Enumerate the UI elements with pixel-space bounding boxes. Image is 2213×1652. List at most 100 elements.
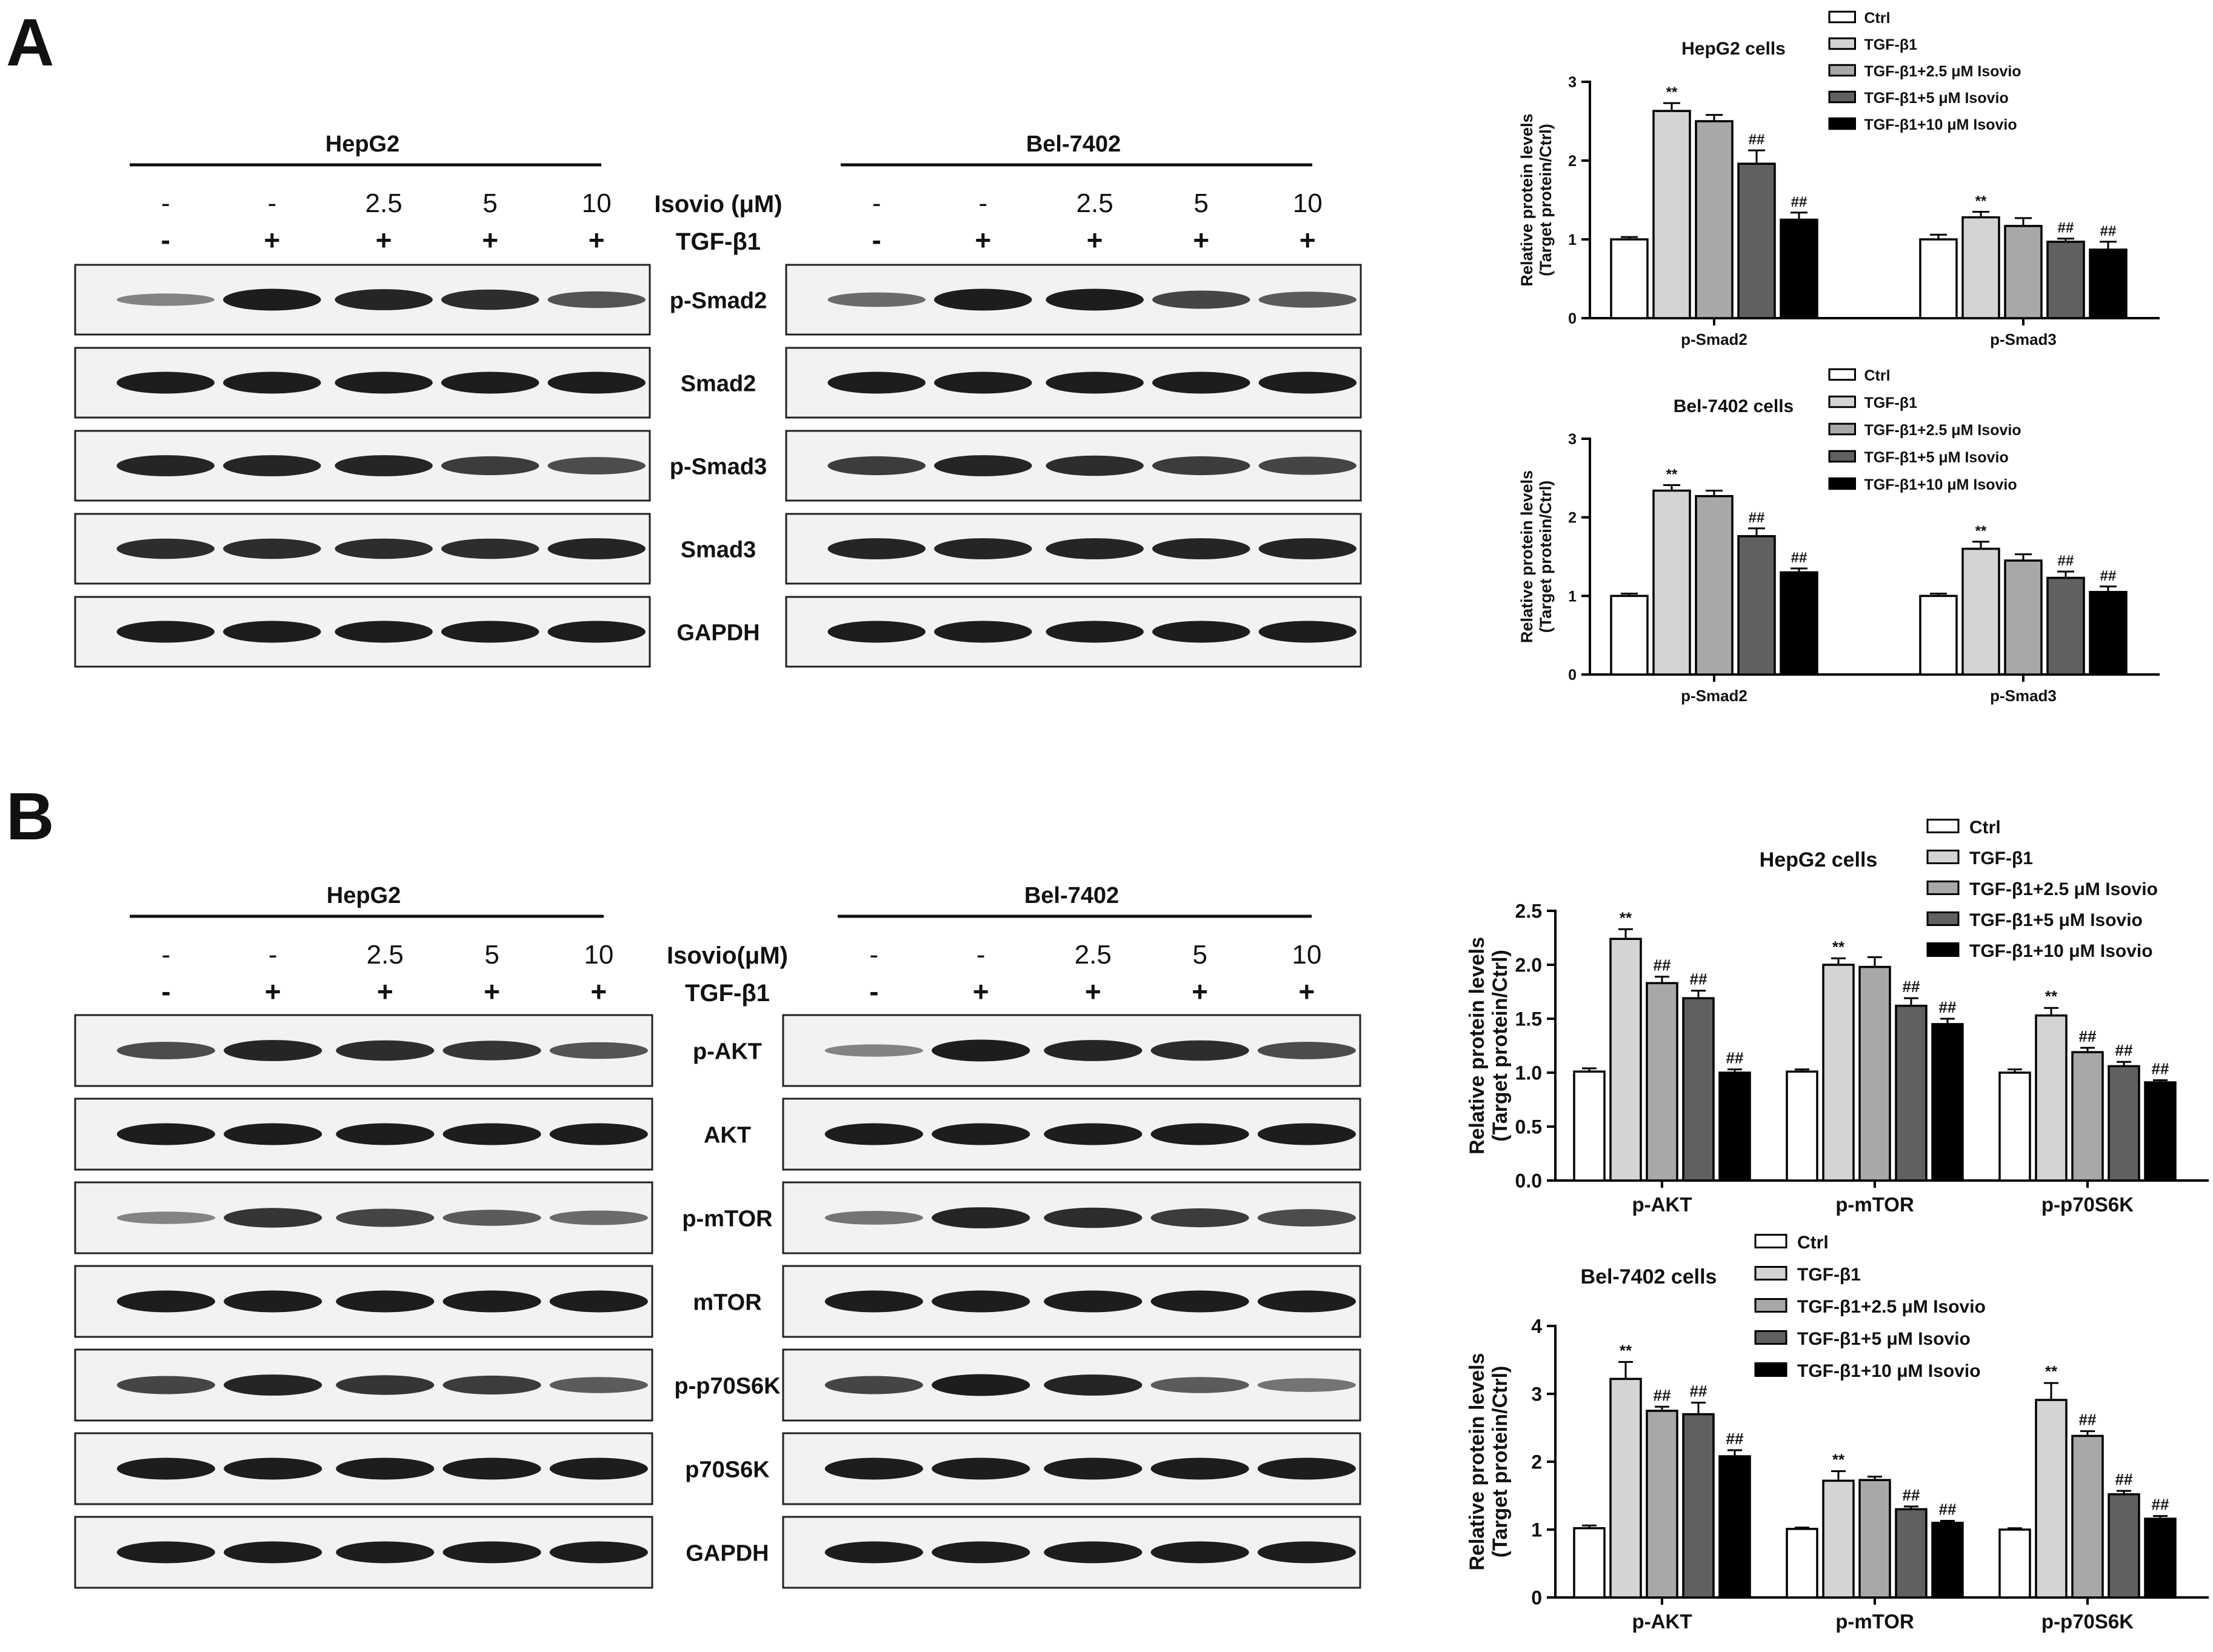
bar (1961, 547, 2000, 676)
category-label: p-Smad3 (1990, 687, 2057, 705)
panel-b-tgf-value-1-3: + (1192, 976, 1208, 1007)
bar (1695, 120, 1734, 319)
bar (1718, 1071, 1751, 1182)
y-tick-label: 3 (1531, 1384, 1542, 1405)
significance-mark: ## (1939, 1500, 1957, 1518)
panel-a-blot-strip-1-1 (785, 347, 1362, 419)
legend-label: TGF-β1+2.5 μM Isovio (1797, 1297, 1986, 1317)
protein-band (223, 371, 321, 394)
category-label: p-mTOR (1835, 1193, 1914, 1216)
y-tick-label: 2.5 (1515, 901, 1542, 922)
bar (1652, 110, 1691, 319)
protein-band (934, 621, 1032, 643)
bar-chart-0: HepG2 cells Ctrl TGF-β1 TGF-β1+2.5 μM Isovi… (1518, 10, 2160, 348)
bar (1573, 1070, 1606, 1182)
panel-a-blot-strip-1-2 (785, 430, 1362, 502)
panel-a-blot-strip-0-2 (74, 430, 651, 502)
panel-b-blot-strip-1-1 (782, 1097, 1361, 1171)
protein-band (549, 1042, 648, 1059)
chart-title: Bel-7402 cells (1581, 1265, 1717, 1288)
significance-mark: ## (1749, 510, 1765, 526)
panel-a-protein-label-1: Smad2 (681, 371, 756, 397)
bar (1573, 1527, 1606, 1599)
panel-label-b: B (6, 779, 54, 854)
panel-b-blot-strip-1-3 (782, 1265, 1361, 1338)
protein-band (1257, 1457, 1356, 1480)
bar (1737, 162, 1776, 319)
bar (2089, 591, 2128, 676)
protein-band (1258, 371, 1357, 394)
legend-label: TGF-β1+5 μM Isovio (1969, 910, 2143, 930)
y-tick-label: 2.0 (1515, 954, 1542, 976)
panel-b-tgf-value-1-4: + (1298, 976, 1315, 1007)
y-tick-label: 2 (1568, 510, 1577, 527)
panel-b-tgf-value-0-1: + (265, 976, 281, 1007)
category-label: p-mTOR (1835, 1610, 1914, 1633)
panel-b-tgf-value-0-4: + (590, 976, 607, 1007)
panel-a-protein-label-2: p-Smad3 (670, 455, 767, 480)
legend-label: TGF-β1+10 μM Isovio (1797, 1361, 1981, 1381)
protein-band (547, 457, 646, 475)
protein-band (335, 455, 433, 476)
protein-band (827, 371, 926, 394)
legend-swatch (1828, 477, 1856, 490)
protein-band (1044, 1541, 1143, 1564)
significance-mark: ** (1832, 938, 1845, 956)
bar (2071, 1434, 2104, 1599)
bar (2144, 1517, 2177, 1599)
legend-swatch (1828, 117, 1856, 130)
y-axis-label: Relative protein levels (1466, 937, 1489, 1154)
protein-band (1258, 538, 1357, 559)
panel-a-blot-strip-1-3 (785, 513, 1362, 585)
protein-band (1150, 1208, 1249, 1228)
panel-b-blot-strip-1-6 (782, 1516, 1361, 1589)
significance-mark: ** (1666, 467, 1678, 483)
panel-b-blot-strip-0-5 (74, 1432, 653, 1505)
legend-swatch (1754, 1266, 1787, 1281)
protein-band (1150, 1377, 1249, 1393)
bar-chart-2: HepG2 cells Ctrl TGF-β1 TGF-β1+2.5 μM Isovi… (1466, 818, 2209, 1216)
legend-label: Ctrl (1969, 818, 2001, 838)
protein-band (1152, 371, 1250, 394)
protein-band (1044, 1290, 1143, 1313)
protein-band (932, 1290, 1030, 1313)
bar (1786, 1070, 1818, 1182)
panel-b-tgf-value-0-2: + (377, 976, 393, 1007)
bar (1646, 1410, 1678, 1599)
protein-band (1150, 1457, 1249, 1480)
panel-a-cellline-0: HepG2 (325, 132, 399, 157)
legend-swatch (1926, 911, 1960, 926)
panel-b-isovio-value-0-0: - (162, 940, 171, 970)
y-axis-label: (Target protein/Ctrl) (1537, 481, 1555, 633)
panel-a-tgf-value-1-0: - (872, 224, 881, 256)
significance-mark: ## (2079, 1027, 2097, 1045)
y-axis-label: (Target protein/Ctrl) (1489, 1366, 1512, 1558)
protein-band (549, 1290, 648, 1313)
chart-title: HepG2 cells (1760, 848, 1878, 871)
panel-b-tgf-value-1-1: + (973, 976, 989, 1007)
protein-band (824, 1457, 923, 1480)
panel-a-blot-strip-0-3 (74, 513, 651, 585)
protein-band (116, 538, 215, 559)
category-label: p-AKT (1632, 1610, 1692, 1633)
bar (1931, 1023, 1964, 1182)
bar-chart-3: Bel-7402 cells Ctrl TGF-β1 TGF-β1+2.5 μM Is… (1466, 1233, 2209, 1633)
protein-band (1044, 1457, 1143, 1480)
panel-a-tgf-value-0-1: + (264, 224, 280, 256)
legend-label: TGF-β1+5 μM Isovio (1864, 90, 2009, 107)
protein-band (824, 1123, 923, 1145)
panel-b-blot-strip-0-4 (74, 1348, 653, 1422)
protein-band (116, 621, 215, 643)
bar (2144, 1081, 2177, 1182)
panel-b-blot-strip-1-2 (782, 1181, 1361, 1254)
panel-b-isovio-value-1-2: 2.5 (1075, 940, 1112, 970)
protein-band (1257, 1042, 1356, 1059)
y-tick-label: 0.5 (1515, 1116, 1542, 1138)
legend-label: TGF-β1 (1864, 36, 1918, 53)
significance-mark: ## (1690, 970, 1707, 988)
legend-label: Ctrl (1797, 1233, 1829, 1253)
bar (1737, 535, 1776, 676)
panel-b-isovio-value-0-4: 10 (584, 940, 613, 970)
bar (2004, 225, 2043, 319)
bar (1822, 964, 1855, 1182)
